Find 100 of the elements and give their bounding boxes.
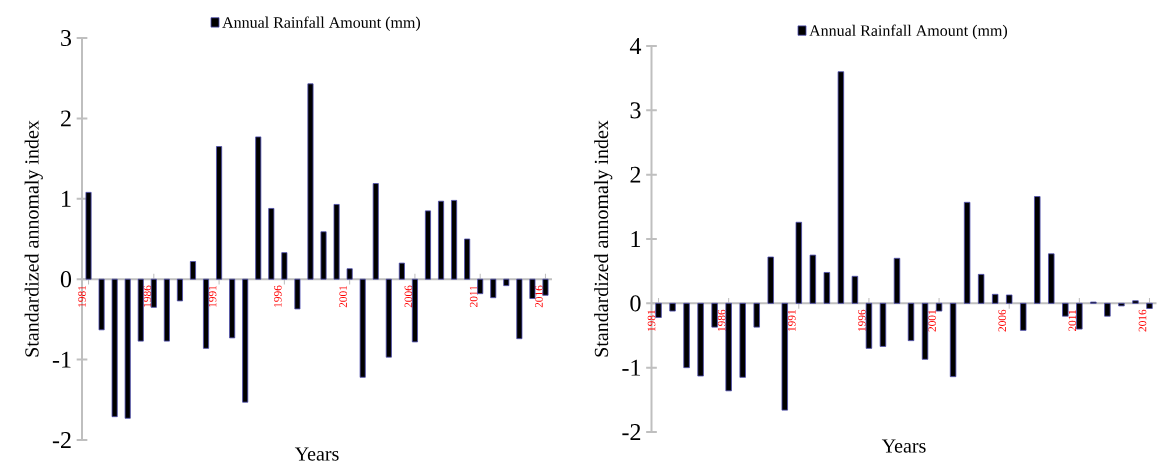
bar bbox=[268, 208, 275, 280]
bar bbox=[372, 183, 379, 280]
x-axis-title: Years bbox=[881, 439, 926, 453]
bar bbox=[438, 200, 445, 280]
x-tick-label: 1981 bbox=[647, 310, 656, 331]
y-tick-label: 3 bbox=[61, 29, 72, 47]
x-tick-label: 1991 bbox=[787, 310, 796, 331]
bar bbox=[516, 278, 523, 340]
y-tick-label: 3 bbox=[630, 102, 641, 119]
bar bbox=[255, 136, 262, 280]
bar bbox=[124, 278, 131, 419]
bar bbox=[464, 238, 471, 280]
bar bbox=[359, 278, 366, 378]
bar bbox=[711, 302, 718, 328]
y-axis-title: Standardized annomaly index bbox=[24, 120, 43, 357]
legend-label: Annual Rainfall Amount (mm) bbox=[222, 16, 421, 32]
bar bbox=[346, 268, 353, 280]
y-tick-label: 1 bbox=[62, 190, 71, 207]
y-tick-label: 2 bbox=[61, 110, 71, 127]
bar bbox=[85, 191, 92, 280]
y-tick-label: -1 bbox=[622, 359, 641, 376]
x-tick-label: 2006 bbox=[404, 285, 413, 308]
bar bbox=[203, 278, 210, 349]
bar bbox=[1132, 300, 1139, 304]
bar bbox=[879, 302, 887, 347]
bar bbox=[137, 278, 144, 342]
y-axis-title: Standardized annomaly index bbox=[594, 120, 613, 357]
x-tick-label: 1996 bbox=[858, 309, 866, 331]
bar bbox=[977, 273, 985, 304]
bar bbox=[739, 302, 746, 378]
bar bbox=[851, 275, 859, 304]
x-tick-label: 1981 bbox=[78, 285, 86, 307]
x-tick-label: 1986 bbox=[143, 285, 152, 307]
bar bbox=[150, 278, 157, 308]
bar bbox=[781, 302, 788, 411]
bar bbox=[809, 254, 817, 304]
bar bbox=[398, 262, 405, 280]
bar bbox=[229, 278, 236, 339]
bar bbox=[1076, 302, 1083, 330]
x-tick-label: 2001 bbox=[339, 285, 347, 308]
bar bbox=[424, 210, 431, 280]
bar bbox=[795, 221, 802, 304]
x-tick-label: 2016 bbox=[1138, 309, 1147, 332]
bar bbox=[163, 278, 170, 342]
bar bbox=[307, 83, 314, 280]
bar bbox=[111, 278, 118, 418]
bar bbox=[529, 278, 536, 299]
bar bbox=[542, 278, 549, 296]
bar bbox=[767, 256, 774, 304]
bar bbox=[333, 204, 340, 280]
bar bbox=[949, 302, 957, 378]
x-tick-label: 2011 bbox=[469, 285, 478, 307]
y-tick-label: 1 bbox=[631, 231, 641, 247]
bar bbox=[753, 302, 760, 328]
bar bbox=[921, 302, 929, 360]
bar bbox=[477, 278, 484, 295]
bar bbox=[1104, 302, 1111, 317]
y-tick-label: 2 bbox=[630, 166, 641, 183]
bar bbox=[1020, 302, 1027, 331]
y-tick-label: 0 bbox=[630, 295, 641, 312]
bar bbox=[385, 278, 392, 358]
bar bbox=[411, 278, 418, 343]
bar bbox=[669, 302, 676, 312]
bar bbox=[991, 293, 999, 304]
bar bbox=[294, 278, 301, 310]
bar bbox=[865, 302, 873, 349]
bar bbox=[281, 252, 288, 280]
bar bbox=[683, 302, 690, 369]
bar bbox=[697, 302, 704, 377]
y-tick-label: 4 bbox=[629, 38, 642, 54]
bar bbox=[655, 302, 662, 318]
bar bbox=[837, 71, 845, 304]
bar bbox=[893, 257, 901, 304]
bar bbox=[490, 278, 497, 299]
bar bbox=[320, 231, 327, 280]
bar bbox=[1146, 302, 1153, 309]
bar bbox=[176, 278, 183, 302]
bar bbox=[1062, 302, 1069, 317]
x-tick-label: 2001 bbox=[928, 310, 936, 332]
bar bbox=[1048, 253, 1055, 304]
x-tick-label: 1996 bbox=[274, 285, 282, 307]
x-axis-title: Years bbox=[294, 447, 339, 461]
bar bbox=[216, 146, 223, 280]
y-tick-label: 0 bbox=[60, 271, 72, 288]
bar bbox=[1118, 302, 1125, 307]
bar bbox=[823, 272, 831, 304]
x-tick-label: 2011 bbox=[1068, 310, 1077, 332]
x-tick-label: 1986 bbox=[717, 309, 726, 331]
bar bbox=[98, 278, 105, 331]
legend-label: Annual Rainfall Amount (mm) bbox=[809, 24, 1008, 40]
x-tick-label: 1991 bbox=[208, 285, 217, 307]
bar bbox=[1006, 294, 1013, 304]
x-tick-label: 2016 bbox=[535, 285, 543, 308]
bar bbox=[1034, 196, 1041, 304]
bar bbox=[451, 200, 458, 280]
bar bbox=[725, 302, 732, 392]
bar bbox=[189, 261, 196, 280]
bar bbox=[503, 278, 510, 287]
y-tick-label: -1 bbox=[52, 351, 71, 368]
bar bbox=[242, 278, 249, 403]
